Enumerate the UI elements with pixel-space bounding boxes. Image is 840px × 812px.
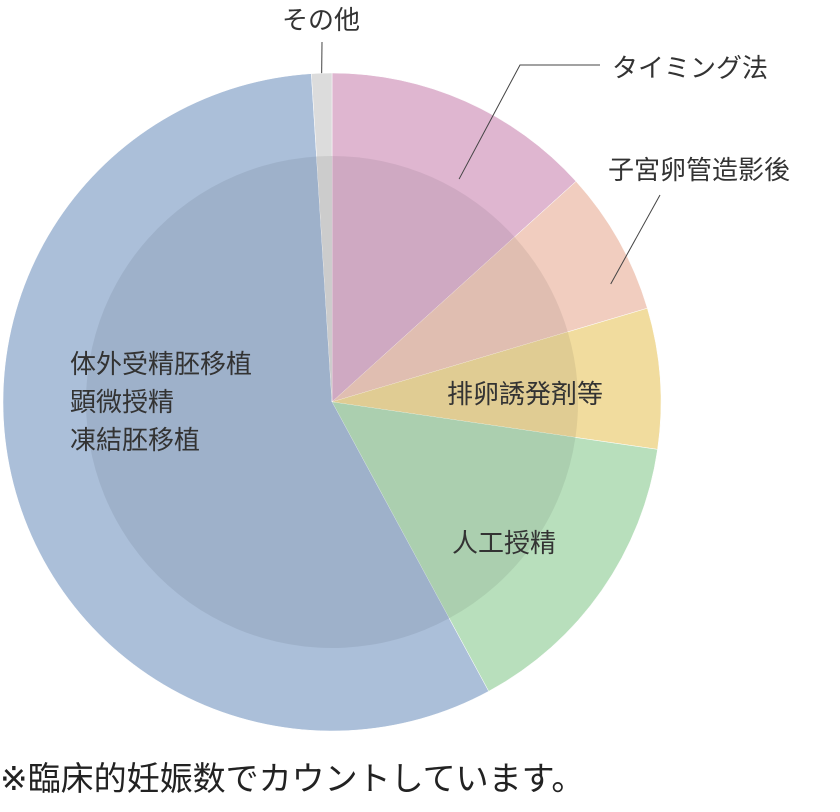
footnote: ※臨床的妊娠数でカウントしています。	[0, 759, 585, 798]
slice-label: 人工授精	[452, 529, 557, 559]
slice-shade	[316, 156, 332, 402]
slice-inner	[332, 237, 568, 402]
slice-inner	[85, 156, 450, 649]
slice-shade	[85, 156, 450, 649]
leader-line	[610, 194, 661, 285]
leader-line	[458, 64, 600, 180]
slice-shade	[332, 331, 578, 438]
slice-inner	[332, 331, 578, 438]
slice-label: 体外受精胚移植 顕微授精 凍結胚移植	[70, 350, 253, 456]
slice-label: その他	[282, 6, 361, 36]
slice-shade	[332, 402, 576, 619]
slice-shade	[332, 156, 515, 402]
slice-inner	[332, 156, 515, 402]
slice-inner	[332, 402, 576, 619]
slice-inner	[316, 156, 332, 402]
slice-label: 子宮卵管造影後	[608, 156, 791, 186]
slice-label: 排卵誘発剤等	[447, 380, 604, 410]
slice-shade	[332, 237, 568, 402]
slice-label: タイミング法	[612, 54, 769, 84]
